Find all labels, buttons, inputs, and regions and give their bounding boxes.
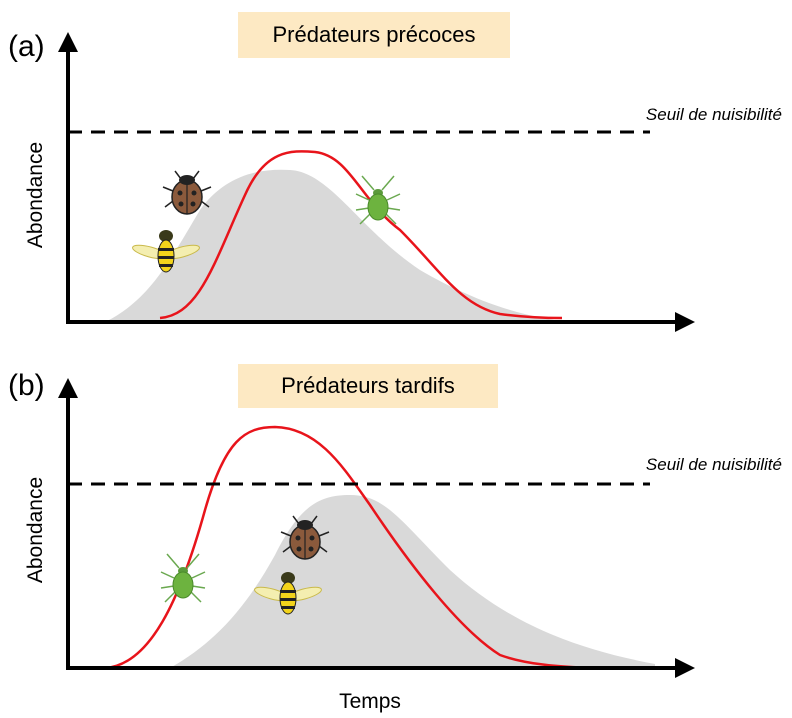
y-axis-label: Abondance: [24, 477, 47, 583]
predator-area: [170, 495, 655, 668]
panel-b: (b) Prédateurs tardifs Seuil de nuisibil…: [8, 364, 782, 713]
title-box: [238, 12, 510, 58]
aphid-icon: [355, 175, 401, 225]
threshold-label: Seuil de nuisibilité: [646, 105, 782, 124]
title-box: [238, 364, 498, 408]
x-axis-label: Temps: [339, 690, 401, 713]
y-axis-label: Abondance: [24, 142, 47, 248]
predator-area: [105, 169, 570, 322]
panel-title: Prédateurs tardifs: [281, 373, 455, 398]
panel-label: (b): [8, 369, 45, 402]
threshold-label: Seuil de nuisibilité: [646, 455, 782, 474]
pest-curve: [159, 150, 563, 320]
panel-title: Prédateurs précoces: [273, 22, 476, 47]
aphid-icon: [160, 553, 206, 603]
panel-a: (a) Prédateurs précoces Seuil de nuisibi…: [8, 12, 782, 332]
panel-label: (a): [8, 30, 45, 63]
